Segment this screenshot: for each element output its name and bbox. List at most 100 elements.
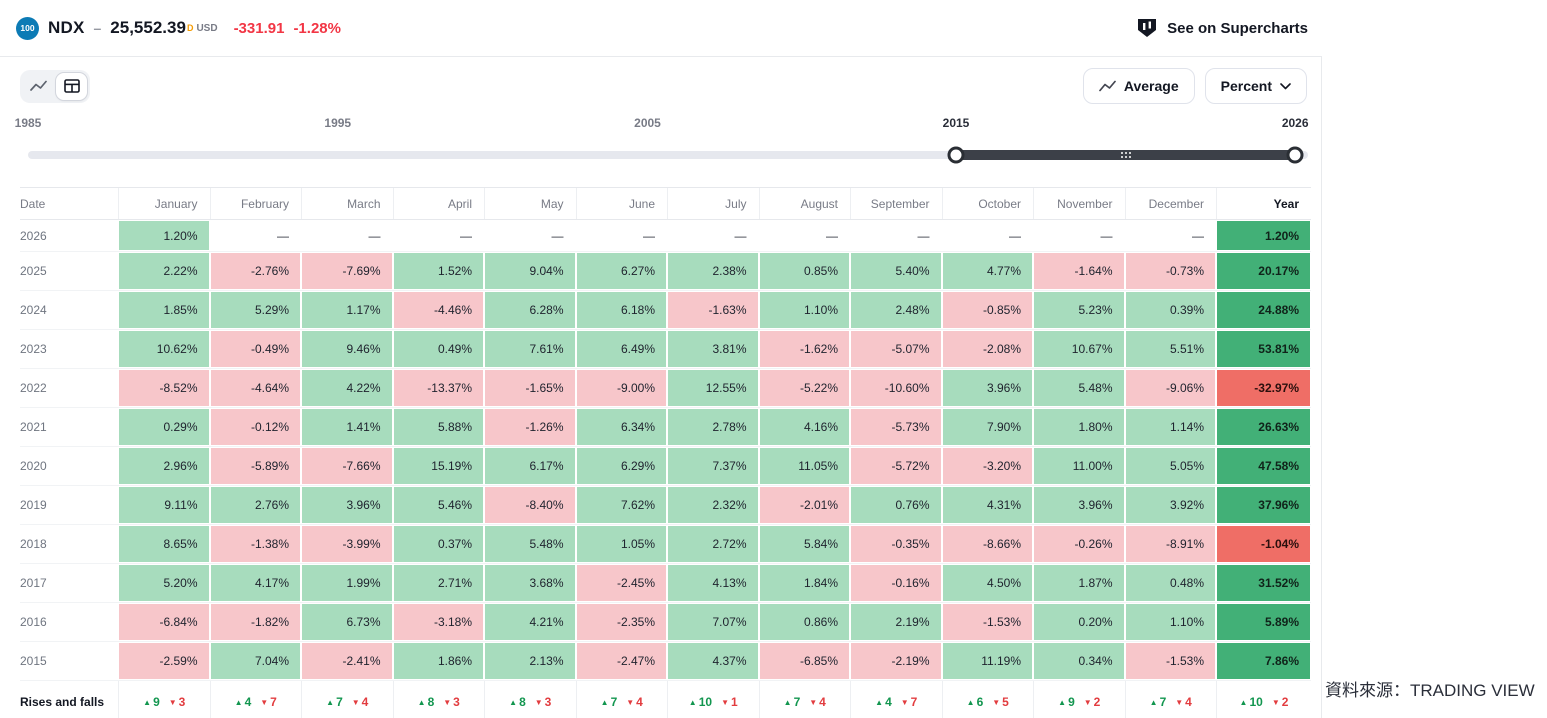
cell-2021-november: 1.80% <box>1033 408 1125 446</box>
cell-2026-october: — <box>1009 228 1021 243</box>
up-count: ▲ 7 <box>783 695 801 709</box>
cell-2022-march: 4.22% <box>301 369 393 407</box>
cell-2019-july: 2.32% <box>667 486 759 524</box>
cell-2021-july: 2.78% <box>667 408 759 446</box>
cell-2026-july: — <box>734 228 747 243</box>
price-change: -331.91 <box>233 19 285 37</box>
cell-2024-july: -1.63% <box>667 291 759 329</box>
cell-2026-march: — <box>368 228 381 243</box>
cell-2020-november: 11.00% <box>1033 447 1125 485</box>
cell-2020-february: -5.89% <box>210 447 302 485</box>
up-triangle-icon: ▲ <box>234 698 243 707</box>
cell-2024-june: 6.18% <box>576 291 668 329</box>
average-button[interactable]: Average <box>1082 68 1195 104</box>
cell-2021-january: 0.29% <box>118 408 210 446</box>
cell-2016-year-total: 5.89% <box>1216 603 1311 641</box>
rises-falls-january: ▲ 9 ▼ 3 <box>118 681 210 718</box>
cell-2020-july: 7.37% <box>667 447 759 485</box>
cell-2023-august: -1.62% <box>759 330 851 368</box>
slider-handle-left[interactable] <box>947 146 965 164</box>
cell-2016-november: 0.20% <box>1033 603 1125 641</box>
down-triangle-icon: ▼ <box>260 698 269 707</box>
cell-2015-january: -2.59% <box>118 642 210 680</box>
cell-2026-year-total: 1.20% <box>1216 220 1311 251</box>
cell-2024-november: 5.23% <box>1033 291 1125 329</box>
rises-falls-september: ▲ 4 ▼ 7 <box>850 681 942 718</box>
chevron-down-icon <box>1280 82 1291 89</box>
table-view-button[interactable] <box>56 72 87 100</box>
rises-falls-july: ▲ 10 ▼ 1 <box>667 681 759 718</box>
cell-2015-year-total: 7.86% <box>1216 642 1311 680</box>
cell-2015-april: 1.86% <box>393 642 485 680</box>
cell-2019-june: 7.62% <box>576 486 668 524</box>
row-year-label: 2025 <box>20 264 47 278</box>
slider-track[interactable] <box>28 151 1308 159</box>
down-triangle-icon: ▼ <box>443 698 452 707</box>
up-triangle-icon: ▲ <box>1058 698 1067 707</box>
cell-2024-year-total: 24.88% <box>1216 291 1311 329</box>
cell-2015-october: 11.19% <box>942 642 1034 680</box>
table-row-2022: 2022 -8.52% -4.64% 4.22% -13.37% -1.65% -9.00%… <box>20 369 1311 408</box>
slider-tick-2026: 2026 <box>1281 116 1309 130</box>
cell-2017-may: 3.68% <box>484 564 576 602</box>
down-count: ▼ 4 <box>626 695 643 709</box>
cell-2019-august: -2.01% <box>759 486 851 524</box>
seasonality-table: Date January February March April May June July… <box>20 187 1311 718</box>
percent-dropdown[interactable]: Percent <box>1204 68 1307 104</box>
down-count: ▼ 7 <box>900 695 918 709</box>
up-count: ▲ 9 <box>1058 695 1075 709</box>
delayed-data-flag: D <box>186 23 194 33</box>
rises-falls-march: ▲ 7 ▼ 4 <box>301 681 393 718</box>
slider-selected-range[interactable] <box>956 150 1296 160</box>
cell-2025-february: -2.76% <box>210 252 302 290</box>
cell-2025-july: 2.38% <box>667 252 759 290</box>
line-chart-icon <box>30 80 47 91</box>
table-row-2018: 2018 8.65% -1.38% -3.99% 0.37% 5.48% 1.05% 2.72… <box>20 525 1311 564</box>
cell-2021-april: 5.88% <box>393 408 485 446</box>
cell-2020-may: 6.17% <box>484 447 576 485</box>
cell-2015-june: -2.47% <box>576 642 668 680</box>
cell-2016-july: 7.07% <box>667 603 759 641</box>
up-count: ▲ 10 <box>1239 695 1263 709</box>
up-count: ▲ 7 <box>1149 695 1167 709</box>
cell-2017-june: -2.45% <box>576 564 668 602</box>
percent-dropdown-label: Percent <box>1220 78 1272 94</box>
cell-2021-september: -5.73% <box>850 408 942 446</box>
up-count: ▲ 7 <box>600 695 618 709</box>
cell-2024-august: 1.10% <box>759 291 851 329</box>
cell-2018-february: -1.38% <box>210 525 302 563</box>
up-count: ▲ 10 <box>688 695 713 709</box>
rises-and-falls-row: Rises and falls ▲ 9 ▼ 3 ▲ 4 ▼ 7 ▲ 7 ▼ 4 ▲ 8 ▼ 3 ▲ 8 ▼ 3 ▲ 7 ▼ 4 ▲… <box>20 681 1311 718</box>
slider-range-grip-icon[interactable] <box>1120 152 1131 158</box>
column-header-april: April <box>392 188 485 219</box>
slider-handle-right[interactable] <box>1286 146 1304 164</box>
see-on-supercharts-link[interactable]: See on Supercharts <box>1136 17 1308 39</box>
cell-2019-april: 5.46% <box>393 486 485 524</box>
cell-2018-november: -0.26% <box>1033 525 1125 563</box>
cell-2020-june: 6.29% <box>576 447 668 485</box>
up-triangle-icon: ▲ <box>509 698 518 707</box>
up-triangle-icon: ▲ <box>875 698 884 707</box>
cell-2024-march: 1.17% <box>301 291 393 329</box>
cell-2019-year-total: 37.96% <box>1216 486 1311 524</box>
cell-2022-october: 3.96% <box>942 369 1034 407</box>
cell-2020-december: 5.05% <box>1125 447 1217 485</box>
down-triangle-icon: ▼ <box>351 698 360 707</box>
cell-2020-year-total: 47.58% <box>1216 447 1311 485</box>
down-triangle-icon: ▼ <box>992 698 1001 707</box>
year-range-slider: 1985 1995 2005 2015 2026 <box>15 112 1309 176</box>
cell-2017-october: 4.50% <box>942 564 1034 602</box>
chart-view-button[interactable] <box>23 73 54 100</box>
cell-2017-september: -0.16% <box>850 564 942 602</box>
seasonals-panel: Average Percent 1985 1995 2005 2015 2026 <box>0 57 1322 718</box>
average-button-label: Average <box>1123 78 1179 94</box>
cell-2019-september: 0.76% <box>850 486 942 524</box>
table-row-2023: 2023 10.62% -0.49% 9.46% 0.49% 7.61% 6.49% 3.81… <box>20 330 1311 369</box>
cell-2024-september: 2.48% <box>850 291 942 329</box>
cell-2022-january: -8.52% <box>118 369 210 407</box>
cell-2021-june: 6.34% <box>576 408 668 446</box>
column-header-january: January <box>118 188 210 219</box>
up-triangle-icon: ▲ <box>417 698 426 707</box>
last-price: 25,552.39 <box>110 18 186 37</box>
cell-2025-october: 4.77% <box>942 252 1034 290</box>
